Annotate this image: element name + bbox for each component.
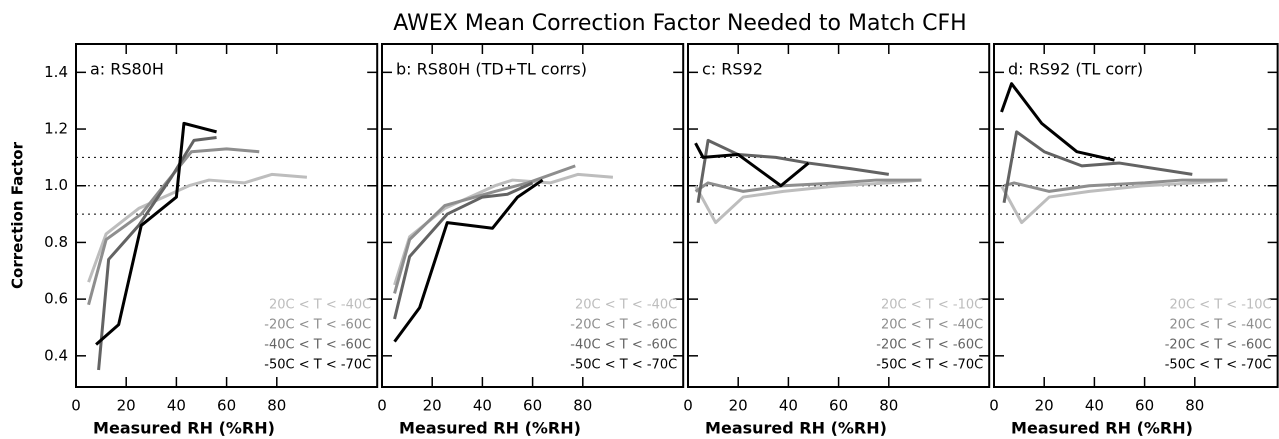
panel-title: d: RS92 (TL corr) <box>1008 60 1143 79</box>
legend-entry: -40C < T < -60C <box>264 338 371 353</box>
y-tick-label: 1.4 <box>44 63 68 81</box>
data-line <box>393 181 534 320</box>
data-line <box>694 178 922 193</box>
data-line <box>1000 178 1228 225</box>
x-tick-label: 40 <box>167 397 186 415</box>
y-tick-label: 1.0 <box>44 176 68 194</box>
y-tick-label: 1.2 <box>44 120 68 138</box>
y-tick-label: 0.6 <box>44 290 68 308</box>
data-line <box>1003 178 1228 193</box>
x-tick-label: 60 <box>217 397 236 415</box>
x-axis-label: Measured RH (%RH) <box>93 419 275 438</box>
panel-title: c: RS92 <box>702 60 763 79</box>
legend-entry: 20C < T < -40C <box>881 318 983 333</box>
legend-entry: -20C < T < -60C <box>570 318 677 333</box>
x-tick-label: 80 <box>267 397 286 415</box>
plot-frame <box>75 43 379 388</box>
x-tick-label: 20 <box>729 397 748 415</box>
panel-title: a: RS80H <box>90 60 164 79</box>
data-line <box>393 172 614 286</box>
x-tick-label: 20 <box>1035 397 1054 415</box>
legend-entry: -50C < T < -70C <box>876 358 983 373</box>
data-line <box>87 172 308 283</box>
y-tick-label: 0.8 <box>44 233 68 251</box>
legend-entry: -20C < T < -60C <box>264 318 371 333</box>
plot-frame <box>687 43 991 388</box>
legend-entry: -40C < T < -60C <box>570 338 677 353</box>
x-tick-label: 60 <box>829 397 848 415</box>
y-axis-label: Correction Factor <box>9 141 27 289</box>
data-line <box>1000 82 1115 162</box>
figure-title: AWEX Mean Correction Factor Needed to Ma… <box>393 11 966 36</box>
legend-entry: -50C < T < -70C <box>570 358 677 373</box>
x-tick-label: 40 <box>1085 397 1104 415</box>
data-line <box>97 136 217 371</box>
legend-entry: 20C < T < -40C <box>575 298 677 313</box>
legend-entry: 20C < T < -40C <box>269 298 371 313</box>
x-tick-label: 0 <box>683 397 693 415</box>
panel-title: b: RS80H (TD+TL corrs) <box>396 60 587 79</box>
plot-frame <box>381 43 685 388</box>
x-tick-label: 80 <box>573 397 592 415</box>
x-axis-label: Measured RH (%RH) <box>1011 419 1193 438</box>
data-line <box>1002 130 1193 204</box>
x-tick-label: 40 <box>473 397 492 415</box>
x-tick-label: 80 <box>879 397 898 415</box>
legend-entry: 20C < T < -10C <box>1169 298 1271 313</box>
legend-entry: -50C < T < -70C <box>264 358 371 373</box>
x-tick-label: 0 <box>377 397 387 415</box>
data-line <box>694 178 922 225</box>
legend-entry: -50C < T < -70C <box>1165 358 1272 373</box>
y-tick-label: 0.4 <box>44 346 68 364</box>
x-tick-label: 60 <box>1135 397 1154 415</box>
legend-entry: 20C < T < -40C <box>1169 318 1271 333</box>
legend-entry: -20C < T < -60C <box>876 338 983 353</box>
plot-frame <box>993 43 1279 388</box>
x-axis-label: Measured RH (%RH) <box>705 419 887 438</box>
x-tick-label: 80 <box>1185 397 1204 415</box>
x-tick-label: 0 <box>71 397 81 415</box>
legend-entry: -20C < T < -60C <box>1165 338 1272 353</box>
data-line <box>95 121 217 346</box>
data-line <box>393 178 544 343</box>
x-tick-label: 60 <box>523 397 542 415</box>
x-axis-label: Measured RH (%RH) <box>399 419 581 438</box>
x-tick-label: 20 <box>423 397 442 415</box>
x-tick-label: 20 <box>117 397 136 415</box>
legend-entry: 20C < T < -10C <box>881 298 983 313</box>
data-line <box>696 138 890 203</box>
data-line <box>694 142 810 188</box>
data-line <box>393 164 576 294</box>
x-tick-label: 40 <box>779 397 798 415</box>
x-tick-label: 0 <box>989 397 999 415</box>
